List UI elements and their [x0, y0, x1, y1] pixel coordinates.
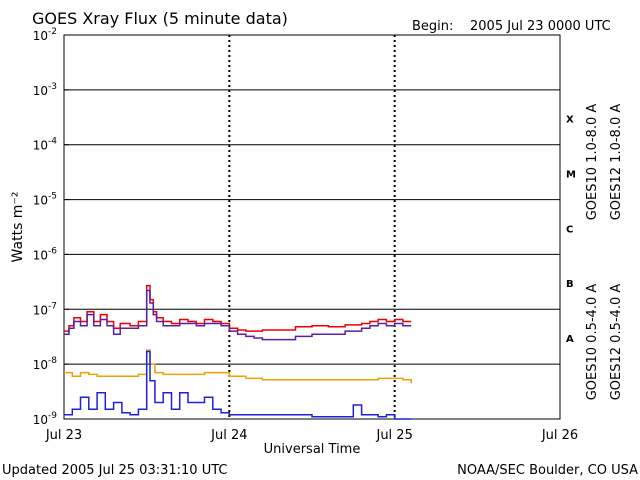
y-tick-label: 10-4: [33, 137, 58, 153]
flare-class-labels: A B C M X: [566, 115, 576, 345]
flare-class-c: C: [566, 224, 573, 235]
flare-class-a: A: [566, 334, 574, 345]
x-tick-label: Jul 24: [210, 428, 247, 443]
flare-class-x: X: [566, 115, 574, 126]
x-tick-label: Jul 26: [541, 428, 578, 443]
legend-long-channel: GOES10 1.0-8.0 A GOES12 1.0-8.0 A: [585, 104, 624, 221]
legend-entry: GOES10 1.0-8.0 A: [585, 104, 600, 221]
x-tick-label: Jul 23: [45, 428, 82, 443]
series-line: [64, 349, 412, 384]
y-tick-label: 10-9: [33, 411, 58, 427]
series-line: [64, 284, 412, 332]
y-tick-label: 10-3: [33, 82, 57, 98]
y-tick-label: 10-8: [33, 356, 58, 372]
series-layer: [64, 284, 412, 420]
x-tick-label: Jul 25: [375, 428, 412, 443]
legend-entry: GOES12 1.0-8.0 A: [609, 104, 624, 221]
y-axis-label: Watts m⁻²: [10, 192, 26, 263]
begin-label: Begin:: [412, 19, 453, 34]
x-axis-tick-labels: Jul 23 Jul 24 Jul 25 Jul 26: [45, 428, 578, 443]
y-axis-tick-labels: 10-9 10-8 10-7 10-6 10-5 10-4 10-3 10-2: [33, 27, 69, 427]
plot-frame: [63, 34, 561, 420]
legend-short-channel: GOES10 0.5-4.0 A GOES12 0.5-4.0 A: [585, 284, 624, 401]
y-tick-label: 10-7: [33, 301, 57, 317]
y-tick-label: 10-5: [33, 192, 57, 208]
y-tick-label: 10-6: [33, 246, 58, 262]
source-footer: NOAA/SEC Boulder, CO USA: [457, 463, 638, 478]
legend-entry: GOES10 0.5-4.0 A: [585, 284, 600, 401]
legend-entry: GOES12 0.5-4.0 A: [609, 284, 624, 401]
chart-title: GOES Xray Flux (5 minute data): [32, 9, 288, 28]
x-axis-label: Universal Time: [264, 442, 361, 457]
flare-class-b: B: [566, 279, 574, 290]
grid-lines: [64, 35, 560, 419]
series-line: [64, 289, 412, 341]
updated-footer: Updated 2005 Jul 25 03:31:10 UTC: [2, 463, 227, 478]
series-line: [64, 350, 412, 420]
y-tick-label: 10-2: [33, 27, 57, 43]
begin-value: 2005 Jul 23 0000 UTC: [470, 19, 611, 34]
flare-class-m: M: [566, 169, 576, 180]
